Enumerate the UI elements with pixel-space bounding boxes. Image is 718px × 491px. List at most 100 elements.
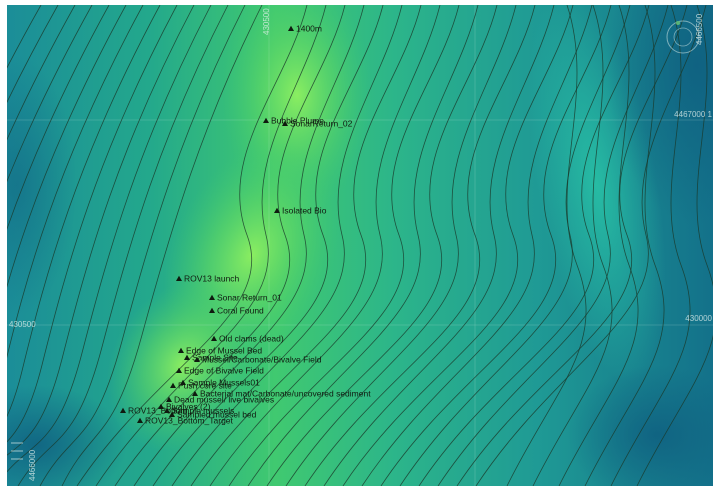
contour-line-east: [437, 5, 669, 486]
contour-lines: [7, 5, 713, 486]
coordinate-grid: [7, 5, 713, 486]
grid-label-easting-2: 430000: [685, 314, 712, 323]
contour-line-east: [361, 5, 593, 486]
waypoint-wp-mussel-bivalves[interactable]: Dead mussel/ live bivalves: [166, 395, 274, 405]
waypoint-wp-old-clams[interactable]: Old clams (dead): [211, 334, 284, 344]
waypoint-marker-icon[interactable]: [120, 407, 126, 413]
waypoint-marker-icon[interactable]: [282, 120, 288, 126]
waypoint-wp-sample-mussels-01[interactable]: Sample Mussels01: [180, 378, 260, 388]
ridge-crest-south: [106, 279, 258, 451]
waypoint-marker-icon[interactable]: [176, 367, 182, 373]
contour-line-east: [418, 5, 650, 486]
contour-line-west: [61, 5, 263, 486]
contour-line-east: [209, 5, 441, 486]
waypoint-wp-sampled-mussel-bed[interactable]: Sampled mussel bed: [169, 410, 257, 420]
contour-line-west: [7, 5, 76, 141]
waypoint-marker-icon[interactable]: [158, 403, 164, 409]
contour-line-east: [475, 5, 707, 486]
waypoint-marker-icon[interactable]: [137, 417, 143, 423]
waypoint-wp-sample-site[interactable]: Sample Site: [184, 353, 238, 363]
waypoint-wp-sonar-return-02[interactable]: SonarReturn_02: [282, 119, 353, 129]
waypoint-marker-icon[interactable]: [194, 356, 200, 362]
waypoint-label: Bivalves (2): [166, 402, 211, 412]
grid-label-northing-1: 4467000 1: [674, 110, 712, 119]
contour-line-west: [7, 5, 127, 288]
contour-line-west: [7, 5, 212, 473]
waypoint-wp-bubble-plume[interactable]: Bubble Plume: [263, 116, 324, 126]
contour-line-basin: [584, 5, 665, 486]
waypoint-wp-uncovered-sediment[interactable]: Bacterial mat/Carbonate/uncovered sedime…: [192, 389, 371, 399]
waypoint-marker-icon[interactable]: [209, 307, 215, 313]
deep-basin-se: [567, 365, 713, 486]
waypoint-wp-sample-mussels[interactable]: Sample mussels: [164, 406, 234, 416]
waypoint-wp-isolated-bio[interactable]: Isolated Bio: [274, 206, 327, 216]
contour-line-west: [7, 5, 195, 456]
waypoint-marker-icon[interactable]: [263, 117, 269, 123]
waypoint-marker-icon[interactable]: [184, 354, 190, 360]
waypoint-label: Isolated Bio: [282, 206, 327, 216]
compass-rose-icon: [666, 20, 700, 54]
waypoint-marker-icon[interactable]: [178, 347, 184, 353]
contour-line-east: [133, 5, 365, 486]
grid-label-easting-3: 430500: [262, 8, 271, 35]
contour-line-basin: [558, 5, 639, 486]
contour-line-east: [95, 5, 327, 486]
contour-line-west: [7, 5, 93, 183]
waypoint-marker-icon[interactable]: [192, 390, 198, 396]
grid-label-northing-3: 4466000: [28, 449, 37, 481]
waypoint-label: Edge of Mussel Bed: [186, 346, 262, 356]
waypoint-label: Mussel/Carbonate/Bivalve Field: [202, 355, 322, 365]
waypoint-label: Coral Found: [217, 306, 264, 316]
waypoint-label: Old clams (dead): [219, 334, 284, 344]
contour-line-east: [285, 5, 517, 486]
contour-line-east: [114, 5, 346, 486]
waypoint-wp-edge-bivalve-field[interactable]: Edge of Bivalve Field: [176, 366, 264, 376]
waypoint-label: Push core site: [178, 381, 232, 391]
waypoint-wp-rov13-bottom[interactable]: ROV13_Bottom: [120, 406, 188, 416]
deep-basin-w: [7, 55, 77, 315]
contour-line-east: [171, 5, 403, 486]
waypoint-wp-sonar-return-01[interactable]: Sonar Return_01: [209, 293, 282, 303]
waypoint-label: ROV13 launch: [184, 274, 240, 284]
waypoint-label: Sample mussels: [172, 406, 234, 416]
waypoint-wp-push-core-site[interactable]: Push core site: [170, 381, 232, 391]
contour-line-west: [7, 5, 110, 231]
waypoint-wp-edge-mussel-bed[interactable]: Edge of Mussel Bed: [178, 346, 262, 356]
contour-line-basin: [506, 5, 587, 486]
waypoint-wp-coral-found[interactable]: Coral Found: [209, 306, 264, 316]
waypoint-label: 1400m: [296, 24, 322, 34]
contour-line-basin: [610, 5, 691, 486]
waypoint-label: ROV13_Bottom: [128, 406, 188, 416]
waypoint-wp-rov13-bottom-target[interactable]: ROV13_Bottom_Target: [137, 416, 234, 426]
contour-line-east: [190, 5, 422, 486]
contour-line-east: [247, 5, 479, 486]
waypoint-marker-icon[interactable]: [170, 382, 176, 388]
contour-line-east: [304, 5, 536, 486]
contour-line-east: [342, 5, 574, 486]
waypoint-wp-bivalves-2[interactable]: Bivalves (2): [158, 402, 211, 412]
waypoint-marker-icon[interactable]: [211, 335, 217, 341]
waypoint-label: Sample Mussels01: [188, 378, 260, 388]
waypoint-marker-icon[interactable]: [274, 207, 280, 213]
waypoint-label: Bacterial mat/Carbonate/uncovered sedime…: [200, 389, 371, 399]
contour-line-east: [399, 5, 631, 486]
waypoint-marker-icon[interactable]: [180, 379, 186, 385]
waypoint-wp-1400m[interactable]: 1400m: [288, 24, 322, 34]
contour-line-east: [228, 5, 460, 486]
contour-line-east: [323, 5, 555, 486]
waypoint-label: Sonar Return_01: [217, 293, 282, 303]
contour-line-basin: [532, 5, 613, 486]
bathymetry-map[interactable]: 1400m Bubble Plume SonarReturn_02 Isolated …: [7, 5, 713, 486]
scale-bar-icon: [11, 442, 23, 460]
waypoint-wp-rov13-launch[interactable]: ROV13 launch: [176, 274, 240, 284]
waypoint-wp-mussel-bivalve-field[interactable]: Mussel/Carbonate/Bivalve Field: [194, 355, 322, 365]
waypoint-marker-icon[interactable]: [166, 396, 172, 402]
waypoint-marker-icon[interactable]: [209, 294, 215, 300]
contour-line-east: [152, 5, 384, 486]
waypoint-marker-icon[interactable]: [176, 275, 182, 281]
waypoint-marker-icon[interactable]: [288, 25, 294, 31]
waypoint-marker-icon[interactable]: [169, 411, 175, 417]
waypoint-marker-icon[interactable]: [164, 407, 170, 413]
